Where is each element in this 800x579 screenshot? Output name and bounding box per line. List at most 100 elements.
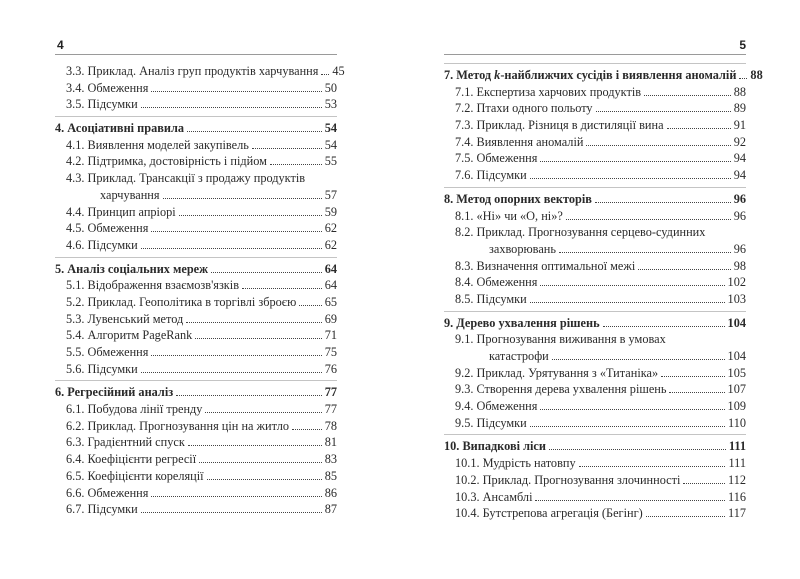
entry-title-text: 5.2. Приклад. Геополітика в торгівлі збр… bbox=[66, 294, 297, 309]
entry-page-number: 111 bbox=[728, 439, 746, 454]
toc-entry[interactable]: 6.7. Підсумки 87 bbox=[55, 501, 337, 518]
left-page: 4 3.3. Приклад. Аналіз груп продуктів хар… bbox=[55, 38, 345, 521]
toc-entry[interactable]: 8.4. Обмеження 102 bbox=[444, 274, 746, 291]
dot-leader bbox=[140, 107, 322, 109]
toc-entry[interactable]: 6.1. Побудова лінії тренду 77 bbox=[55, 401, 337, 418]
dot-leader bbox=[548, 449, 726, 451]
dot-leader bbox=[162, 197, 322, 199]
dot-leader bbox=[540, 285, 725, 287]
entry-title: 8.4. Обмеження bbox=[455, 274, 537, 291]
entry-title-text: 7. Метод bbox=[444, 68, 495, 82]
toc-entry[interactable]: 9.2. Приклад. Урятування з «Титаніка» 105 bbox=[444, 365, 746, 382]
entry-page-number: 102 bbox=[727, 275, 746, 290]
entry-page-number: 71 bbox=[324, 328, 337, 343]
toc-entry[interactable]: 7.1. Експертиза харчових продуктів 88 bbox=[444, 84, 746, 101]
toc-entry[interactable]: 6.6. Обмеження 86 bbox=[55, 485, 337, 502]
entry-title: 7.3. Приклад. Різниця в дистиляції вина bbox=[455, 117, 664, 134]
entry-page-number: 57 bbox=[324, 187, 337, 202]
page-folio: 4 bbox=[57, 38, 64, 52]
dot-leader bbox=[151, 90, 322, 92]
toc-chapter: 3.3. Приклад. Аналіз груп продуктів харч… bbox=[55, 63, 345, 113]
entry-title: 5.4. Алгоритм PageRank bbox=[66, 327, 192, 344]
entry-title: 9.2. Приклад. Урятування з «Титаніка» bbox=[455, 365, 658, 382]
dot-leader bbox=[644, 94, 731, 96]
toc-entry[interactable]: 3.4. Обмеження 50 bbox=[55, 80, 337, 97]
chapter-heading[interactable]: 4. Асоціативні правила 54 bbox=[55, 120, 337, 137]
toc-entry[interactable]: 10.4. Бутстрепова агрегація (Бегінг) 117 bbox=[444, 505, 746, 522]
entry-title: 6.3. Градієнтний спуск bbox=[66, 434, 185, 451]
toc-entry[interactable]: 6.5. Коефіцієнти кореляції 85 bbox=[55, 468, 337, 485]
entry-page-number: 64 bbox=[324, 278, 337, 293]
entry-title-text: 4.2. Підтримка, достовірність і підйом bbox=[66, 154, 267, 169]
entry-title: 3.3. Приклад. Аналіз груп продуктів харч… bbox=[66, 63, 318, 80]
entry-title: захворювань bbox=[489, 241, 556, 258]
toc-entry[interactable]: 4.6. Підсумки 62 bbox=[55, 237, 337, 254]
entry-title-text: 6.4. Коефіцієнти регресії bbox=[66, 452, 197, 467]
entry-page-number: 110 bbox=[728, 415, 746, 430]
toc-entry[interactable]: 5.6. Підсумки 76 bbox=[55, 361, 337, 378]
dot-leader bbox=[178, 214, 322, 216]
toc-entry[interactable]: 9.5. Підсумки 110 bbox=[444, 415, 746, 432]
entry-page-number: 94 bbox=[733, 151, 746, 166]
toc-entry[interactable]: 7.5. Обмеження 94 bbox=[444, 150, 746, 167]
toc-entry[interactable]: 6.4. Коефіцієнти регресії 83 bbox=[55, 451, 337, 468]
toc-entry[interactable]: 3.3. Приклад. Аналіз груп продуктів харч… bbox=[55, 63, 345, 80]
entry-page-number: 76 bbox=[324, 361, 337, 376]
toc-entry[interactable]: 4.5. Обмеження 62 bbox=[55, 220, 337, 237]
toc-entry-continuation[interactable]: захворювань 96 bbox=[444, 241, 746, 258]
toc-entry[interactable]: 5.2. Приклад. Геополітика в торгівлі збр… bbox=[55, 294, 337, 311]
toc-entry[interactable]: 5.4. Алгоритм PageRank 71 bbox=[55, 327, 337, 344]
toc-entry[interactable]: 10.1. Мудрість натовпу 111 bbox=[444, 455, 746, 472]
toc-entry[interactable]: 4.4. Принцип апріорі 59 bbox=[55, 204, 337, 221]
toc-entry[interactable]: 8.3. Визначення оптимальної межі 98 bbox=[444, 258, 746, 275]
toc-entry[interactable]: 7.3. Приклад. Різниця в дистиляції вина 9… bbox=[444, 117, 746, 134]
entry-title: 4. Асоціативні правила bbox=[55, 120, 184, 137]
dot-leader bbox=[529, 178, 731, 180]
entry-page-number: 88 bbox=[733, 84, 746, 99]
entry-title: 9. Дерево ухвалення рішень bbox=[444, 315, 600, 332]
toc-entry[interactable]: 6.3. Градієнтний спуск 81 bbox=[55, 434, 337, 451]
toc-entry[interactable]: 8.2. Приклад. Прогнозування серцево-суди… bbox=[444, 224, 746, 241]
toc-entry[interactable]: 4.1. Виявлення моделей закупівель 54 bbox=[55, 137, 337, 154]
dot-leader bbox=[187, 445, 322, 447]
toc-entry-continuation[interactable]: катастрофи 104 bbox=[444, 348, 746, 365]
entry-title-text: 8. Метод опорних векторів bbox=[444, 191, 592, 206]
entry-title: 7.1. Експертиза харчових продуктів bbox=[455, 84, 641, 101]
entry-page-number: 87 bbox=[324, 502, 337, 517]
entry-title-text: 4. Асоціативні правила bbox=[55, 121, 184, 136]
toc-entry[interactable]: 6.2. Приклад. Прогнозування цін на житло… bbox=[55, 418, 337, 435]
toc-chapter: 5. Аналіз соціальних мереж 64 5.1. Відобра… bbox=[55, 256, 337, 378]
entry-title: 9.3. Створення дерева ухвалення рішень bbox=[455, 381, 666, 398]
chapter-heading[interactable]: 9. Дерево ухвалення рішень 104 bbox=[444, 315, 746, 332]
chapter-heading[interactable]: 6. Регресійний аналіз 77 bbox=[55, 384, 337, 401]
toc-entry[interactable]: 5.3. Лувенський метод 69 bbox=[55, 311, 337, 328]
toc-entry[interactable]: 4.3. Приклад. Трансакції з продажу проду… bbox=[55, 170, 337, 187]
entry-title: 8.2. Приклад. Прогнозування серцево-суди… bbox=[455, 224, 705, 241]
dot-leader bbox=[669, 392, 725, 394]
toc-entry[interactable]: 5.1. Відображення взаємозв'язків 64 bbox=[55, 277, 337, 294]
toc-entry[interactable]: 9.4. Обмеження 109 bbox=[444, 398, 746, 415]
toc-entry[interactable]: 7.6. Підсумки 94 bbox=[444, 167, 746, 184]
chapter-heading[interactable]: 10. Випадкові ліси 111 bbox=[444, 438, 746, 455]
toc-entry[interactable]: 9.1. Прогнозування виживання в умовах bbox=[444, 331, 746, 348]
header-rule bbox=[55, 54, 337, 55]
toc-entry[interactable]: 10.2. Приклад. Прогнозування злочинності… bbox=[444, 472, 746, 489]
chapter-heading[interactable]: 5. Аналіз соціальних мереж 64 bbox=[55, 261, 337, 278]
toc-entry[interactable]: 5.5. Обмеження 75 bbox=[55, 344, 337, 361]
toc-chapter: 4. Асоціативні правила 54 4.1. Виявлення м… bbox=[55, 116, 337, 254]
entry-page-number: 85 bbox=[324, 468, 337, 483]
toc-entry[interactable]: 10.3. Ансамблі 116 bbox=[444, 489, 746, 506]
chapter-heading[interactable]: 8. Метод опорних векторів 96 bbox=[444, 191, 746, 208]
toc-entry[interactable]: 3.5. Підсумки 53 bbox=[55, 96, 337, 113]
entry-title-text: 8.5. Підсумки bbox=[455, 291, 527, 306]
toc-entry[interactable]: 9.3. Створення дерева ухвалення рішень 10… bbox=[444, 381, 746, 398]
toc-entry[interactable]: 4.2. Підтримка, достовірність і підйом 55 bbox=[55, 153, 337, 170]
toc-entry[interactable]: 8.5. Підсумки 103 bbox=[444, 291, 746, 308]
toc-entry[interactable]: 7.4. Виявлення аномалій 92 bbox=[444, 134, 746, 151]
toc-entry[interactable]: 8.1. «Ні» чи «О, ні»? 96 bbox=[444, 208, 746, 225]
entry-title: 4.6. Підсумки bbox=[66, 237, 138, 254]
dot-leader bbox=[586, 144, 731, 146]
toc-entry-continuation[interactable]: харчування 57 bbox=[55, 187, 337, 204]
chapter-heading[interactable]: 7. Метод k-найближчих сусідів і виявленн… bbox=[444, 67, 763, 84]
toc-entry[interactable]: 7.2. Птахи одного польоту 89 bbox=[444, 100, 746, 117]
